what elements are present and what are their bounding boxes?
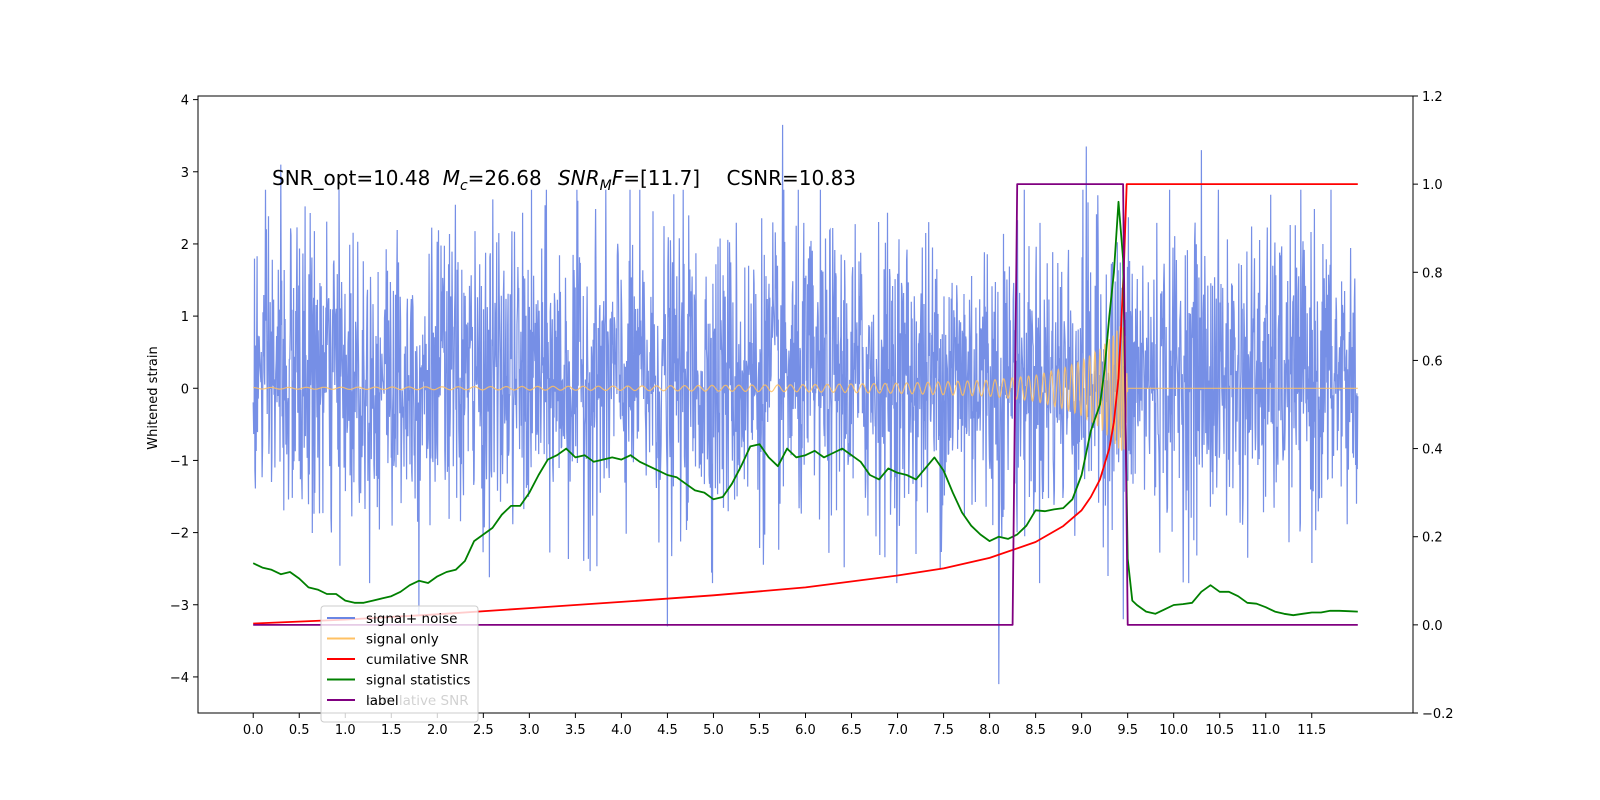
series-signal-noise xyxy=(252,124,1359,685)
label-line xyxy=(253,183,1358,626)
y-left-tick-label: 0 xyxy=(181,382,189,397)
y-left-axis-label: Whitened strain xyxy=(146,346,161,449)
x-tick-label: 1.0 xyxy=(335,723,356,738)
legend-entry-label: signal statistics xyxy=(366,673,470,689)
annotation-csnr: CSNR=10.83 xyxy=(726,166,856,190)
y-left-tick-label: 4 xyxy=(181,94,189,109)
y-left-tick-label: 2 xyxy=(181,238,189,253)
x-tick-label: 6.0 xyxy=(795,723,816,738)
y-left-tick-label: −3 xyxy=(170,599,189,614)
x-tick-label: 9.0 xyxy=(1071,723,1092,738)
y-left-tick-label: 1 xyxy=(181,310,189,325)
annotation-snrmf-sub: M xyxy=(600,178,612,194)
y-right-tick-label: 0.2 xyxy=(1422,531,1443,546)
x-tick-label: 2.0 xyxy=(427,723,448,738)
annotation-snr-opt: SNR_opt=10.48 xyxy=(272,166,430,190)
x-tick-label: 10.5 xyxy=(1205,723,1234,738)
x-tick-label: 10.0 xyxy=(1159,723,1188,738)
x-tick-label: 4.0 xyxy=(611,723,632,738)
x-tick-label: 0.5 xyxy=(289,723,310,738)
x-tick-label: 3.0 xyxy=(519,723,540,738)
right-axis-series xyxy=(252,183,1358,626)
legend-ghost-text: cumilative SNR xyxy=(366,693,469,709)
y-right-tick-label: −0.2 xyxy=(1422,707,1454,722)
legend-entry-label: cumilative SNR xyxy=(366,652,469,668)
x-tick-label: 11.0 xyxy=(1251,723,1280,738)
y-right-tick-label: 0.4 xyxy=(1422,443,1443,458)
annotation-mc-sub: c xyxy=(460,178,468,194)
signal-noise-line xyxy=(252,124,1359,685)
x-tick-label: 7.5 xyxy=(933,723,954,738)
x-axis-ticks: 0.0 0.5 1.0 1.5 2.0 2.5 3.0 3.5 4.0 4.5 5.0 5.5 6.0 6… xyxy=(243,713,1326,738)
legend-box xyxy=(320,605,479,723)
legend: cumilative SNR signal+ noise signal only cu… xyxy=(320,605,479,723)
x-tick-label: 7.0 xyxy=(887,723,908,738)
x-tick-label: 9.5 xyxy=(1117,723,1138,738)
legend-entry-label: signal+ noise xyxy=(366,611,457,627)
annotation-snrmf-symbol: SNR xyxy=(558,166,600,190)
y-right-tick-label: 1.0 xyxy=(1422,178,1443,193)
legend-entry-label: signal only xyxy=(366,632,439,648)
x-tick-label: 4.5 xyxy=(657,723,678,738)
y-left-tick-label: 3 xyxy=(181,166,189,181)
x-tick-label: 8.5 xyxy=(1025,723,1046,738)
x-tick-label: 2.5 xyxy=(473,723,494,738)
signal-statistics-line xyxy=(252,200,1358,617)
chart-annotation: SNR_opt=10.48 Mc=26.68 SNRMF=[11.7] CSNR… xyxy=(272,166,856,194)
series-signal-only xyxy=(253,326,1358,451)
cumulative-snr-line xyxy=(253,183,1358,625)
y-left-tick-label: −4 xyxy=(170,671,189,686)
y-right-tick-label: 0.6 xyxy=(1422,354,1443,369)
y-right-tick-label: 0.8 xyxy=(1422,266,1443,281)
x-tick-label: 8.0 xyxy=(979,723,1000,738)
x-tick-label: 5.0 xyxy=(703,723,724,738)
y-left-tick-label: −2 xyxy=(170,527,189,542)
signal-only-line xyxy=(253,326,1358,451)
x-tick-label: 0.0 xyxy=(243,723,264,738)
y-right-axis-ticks: 1.2 1.0 0.8 0.6 0.4 0.2 0.0 −0.2 xyxy=(1413,90,1454,722)
y-left-tick-label: −1 xyxy=(170,454,189,469)
x-tick-label: 6.5 xyxy=(841,723,862,738)
y-left-axis-ticks: 4 3 2 1 0 −1 −2 −3 −4 xyxy=(170,94,198,686)
annotation-snrmf-f: F xyxy=(612,166,624,190)
annotation-mc-value: =26.68 xyxy=(468,166,542,190)
annotation-mc-symbol: M xyxy=(443,166,460,190)
x-tick-label: 1.5 xyxy=(381,723,402,738)
x-tick-label: 11.5 xyxy=(1297,723,1326,738)
x-tick-label: 5.5 xyxy=(749,723,770,738)
annotation-snrmf-value: =[11.7] xyxy=(623,166,700,190)
y-right-tick-label: 0.0 xyxy=(1422,619,1443,634)
y-right-tick-label: 1.2 xyxy=(1422,90,1443,105)
plot-area xyxy=(252,124,1359,685)
legend-entry-label: label xyxy=(366,693,399,709)
x-tick-label: 3.5 xyxy=(565,723,586,738)
